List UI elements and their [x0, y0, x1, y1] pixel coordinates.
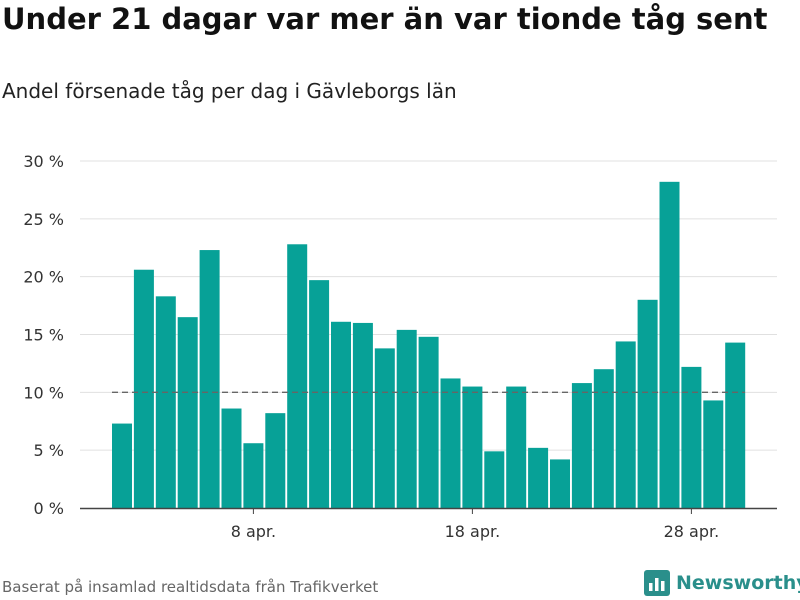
x-tick-label: 18 apr.	[445, 522, 501, 541]
x-tick-label: 8 apr.	[231, 522, 276, 541]
bar	[265, 413, 286, 508]
bar	[506, 386, 527, 508]
bar	[352, 322, 373, 508]
bar	[615, 341, 636, 508]
bar	[177, 317, 198, 508]
bar	[725, 342, 746, 508]
bar	[703, 400, 724, 508]
bar	[659, 181, 680, 508]
bar	[484, 451, 505, 508]
bar	[112, 423, 132, 508]
bar	[550, 459, 570, 508]
bar	[418, 336, 439, 508]
chart-subtitle: Andel försenade tåg per dag i Gävleborgs…	[2, 79, 457, 103]
bar	[681, 366, 702, 508]
x-tick-label: 28 apr.	[664, 522, 720, 541]
bar	[528, 447, 549, 508]
bar-chart: 0 % 5 % 10 % 15 % 20 % 25 % 30 % 8 apr. 18 apr.…	[23, 152, 777, 541]
bar	[133, 269, 154, 508]
y-tick-label: 15 %	[23, 326, 64, 345]
bars	[112, 181, 746, 508]
bar	[221, 408, 242, 508]
y-tick-label: 20 %	[23, 268, 64, 287]
bar	[331, 321, 351, 508]
y-axis-ticks: 0 % 5 % 10 % 15 % 20 % 25 % 30 %	[23, 152, 64, 518]
newsworthy-logo: Newsworthy	[644, 570, 800, 596]
bar	[199, 250, 220, 508]
chart-logo-icon	[644, 570, 670, 596]
y-tick-label: 0 %	[34, 499, 64, 518]
source-note: Baserat på insamlad realtidsdata från Tr…	[2, 578, 379, 596]
bar	[374, 348, 395, 508]
y-tick-label: 10 %	[23, 383, 64, 402]
bar	[287, 244, 308, 508]
bar	[155, 296, 176, 508]
bar	[440, 378, 461, 508]
bar	[243, 443, 264, 508]
y-tick-label: 5 %	[34, 441, 64, 460]
logo-text: Newsworthy	[676, 572, 800, 594]
bar	[637, 299, 658, 508]
bar	[462, 386, 483, 508]
bar	[593, 369, 614, 508]
y-tick-label: 30 %	[23, 152, 64, 171]
chart-title: Under 21 dagar var mer än var tionde tåg…	[2, 2, 768, 36]
y-tick-label: 25 %	[23, 210, 64, 229]
bar	[396, 329, 417, 508]
bar	[571, 383, 592, 508]
bar	[309, 280, 330, 508]
x-axis-ticks: 8 apr. 18 apr. 28 apr.	[231, 508, 720, 541]
